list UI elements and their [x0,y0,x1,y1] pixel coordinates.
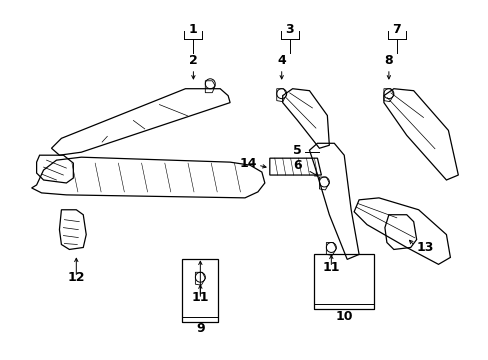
Text: 11: 11 [322,261,339,274]
Text: 7: 7 [392,23,400,36]
Text: 14: 14 [239,157,256,170]
Text: 4: 4 [277,54,285,67]
Text: 10: 10 [335,310,352,323]
Text: 6: 6 [292,159,301,172]
Text: 5: 5 [292,144,301,157]
Text: 1: 1 [189,23,197,36]
Text: 8: 8 [384,54,392,67]
Text: 12: 12 [67,271,85,284]
Text: 2: 2 [189,54,197,67]
Text: 13: 13 [416,241,433,254]
Text: 9: 9 [196,322,204,336]
Text: 3: 3 [285,23,293,36]
Text: 11: 11 [191,291,209,303]
